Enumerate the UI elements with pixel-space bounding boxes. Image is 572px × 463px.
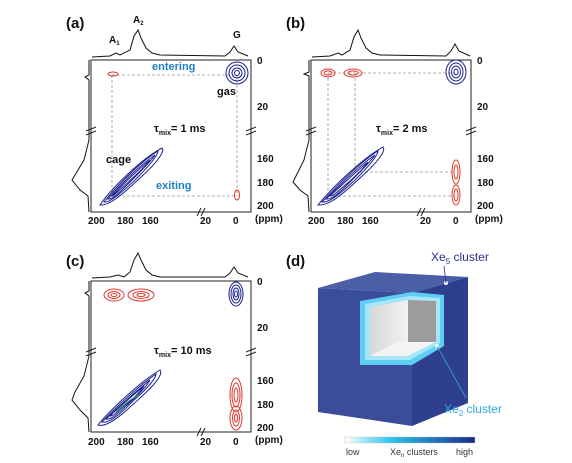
y-axis-ticks: 0 20 160 180 200	[257, 56, 274, 212]
xe2-cluster-label: Xe2 cluster	[444, 402, 502, 418]
cross-peak-red	[451, 159, 461, 206]
panel-c-label: (c)	[66, 253, 84, 270]
svg-text:20: 20	[200, 437, 212, 448]
axis-break	[196, 207, 206, 217]
svg-text:160: 160	[257, 154, 274, 165]
svg-text:180: 180	[117, 437, 134, 448]
svg-text:(ppm): (ppm)	[255, 214, 283, 225]
svg-text:160: 160	[362, 216, 379, 227]
left-projection	[292, 60, 310, 213]
axis-break	[85, 126, 257, 136]
top-projection	[91, 251, 249, 279]
top-projection	[311, 28, 471, 58]
svg-text:20: 20	[200, 216, 212, 227]
gas-peak	[225, 61, 249, 85]
panel-a: (a) A1 A2 G entering exiting ga	[66, 15, 283, 227]
left-projection	[71, 281, 90, 433]
axis-break	[196, 427, 206, 437]
svg-text:0: 0	[453, 216, 459, 227]
x-axis-ticks: 200 180 160 20 0 (ppm)	[308, 214, 503, 227]
x-axis-ticks: 200 180 160 20 0 (ppm)	[88, 435, 283, 448]
svg-text:(ppm): (ppm)	[475, 214, 503, 225]
svg-text:200: 200	[88, 216, 105, 227]
svg-text:180: 180	[337, 216, 354, 227]
gas-label: gas	[217, 86, 236, 98]
svg-text:0: 0	[257, 56, 263, 67]
tau-label-b: τmix= 2 ms	[376, 123, 428, 137]
y-axis-ticks: 0 20 160 180 200	[257, 277, 274, 434]
svg-text:0: 0	[477, 56, 483, 67]
entering-label: entering	[152, 61, 195, 73]
svg-text:200: 200	[477, 201, 494, 212]
dashed-guides	[111, 74, 238, 197]
plot-frame	[90, 59, 252, 213]
cross-peak-red	[320, 68, 363, 78]
svg-text:0: 0	[257, 277, 263, 288]
cage-peak	[99, 147, 164, 206]
svg-text:160: 160	[142, 437, 159, 448]
axis-break	[305, 126, 477, 136]
svg-text:180: 180	[257, 178, 274, 189]
gas-peak	[228, 281, 244, 307]
cross-peak-red	[234, 189, 240, 201]
tau-label-a: τmix= 1 ms	[154, 123, 206, 137]
svg-text:20: 20	[257, 102, 269, 113]
peak-a1-label: A1	[109, 35, 120, 47]
xe5-cluster-label: Xe5 cluster	[431, 250, 489, 266]
svg-text:160: 160	[477, 154, 494, 165]
svg-text:200: 200	[88, 437, 105, 448]
left-projection	[71, 60, 90, 213]
tau-label-c: τmix= 10 ms	[154, 345, 212, 359]
axis-break	[416, 207, 426, 217]
legend-high-label: high	[456, 447, 473, 457]
cage-peak	[317, 146, 385, 206]
cross-peak-red	[103, 288, 155, 302]
exiting-label: exiting	[156, 180, 191, 192]
peak-g-label: G	[233, 30, 241, 41]
axis-break	[85, 347, 257, 357]
panel-b: (b) τmix= 2 ms 0 20 160 180	[286, 15, 503, 227]
gas-peak	[445, 59, 467, 85]
svg-text:200: 200	[308, 216, 325, 227]
panel-d: (d) Xe5 cluster Xe2 cluster low Xen clus…	[286, 250, 502, 459]
svg-text:200: 200	[257, 423, 274, 434]
cage-label: cage	[106, 154, 131, 166]
x-axis-ticks: 200 180 160 20 0 (ppm)	[88, 214, 283, 227]
svg-text:20: 20	[257, 323, 269, 334]
svg-text:0: 0	[233, 216, 239, 227]
svg-text:20: 20	[420, 216, 432, 227]
panel-a-label: (a)	[66, 15, 84, 32]
panel-b-label: (b)	[286, 15, 305, 32]
cross-peak-green	[115, 394, 139, 413]
top-projection	[91, 28, 249, 58]
svg-text:200: 200	[257, 201, 274, 212]
cube-illustration	[318, 265, 468, 426]
cross-peak-red	[107, 71, 119, 77]
svg-text:180: 180	[117, 216, 134, 227]
peak-a2-label: A2	[133, 15, 144, 27]
svg-text:(ppm): (ppm)	[255, 435, 283, 446]
svg-text:180: 180	[257, 400, 274, 411]
svg-text:0: 0	[233, 437, 239, 448]
svg-text:160: 160	[257, 376, 274, 387]
svg-text:160: 160	[142, 216, 159, 227]
cross-peak-red	[229, 377, 243, 431]
legend-low-label: low	[346, 447, 360, 457]
color-scale-bar	[344, 436, 476, 444]
svg-text:20: 20	[477, 102, 489, 113]
plot-frame	[90, 280, 252, 433]
cage-peak	[97, 369, 162, 426]
dashed-guides	[327, 72, 455, 197]
plot-frame	[310, 59, 472, 213]
y-axis-ticks: 0 20 160 180 200	[477, 56, 494, 212]
legend-middle-label: Xen clusters	[390, 447, 438, 459]
panel-d-label: (d)	[286, 253, 305, 270]
panel-c: (c) τmix= 10 ms 0 20 160 180	[66, 251, 283, 448]
svg-text:180: 180	[477, 178, 494, 189]
